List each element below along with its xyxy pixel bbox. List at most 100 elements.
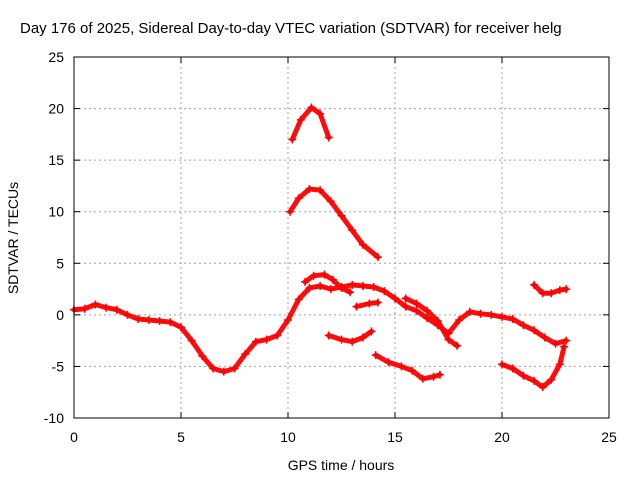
data-point [166, 318, 175, 327]
data-point [435, 370, 444, 379]
data-point [562, 336, 571, 345]
data-point [262, 335, 271, 344]
data-point [305, 284, 314, 292]
data-point [540, 333, 549, 342]
data-point [412, 306, 421, 315]
data-point [358, 282, 367, 290]
data-point [309, 271, 318, 280]
data-point [320, 270, 329, 279]
data-point [530, 280, 539, 289]
data-point [316, 109, 325, 118]
data-point [358, 240, 367, 249]
data-point [286, 207, 295, 216]
data-point [112, 305, 121, 314]
data-point [337, 335, 346, 344]
data-point [498, 312, 506, 321]
data-point [326, 197, 335, 206]
data-point [316, 282, 325, 290]
data-point [324, 133, 333, 142]
data-point [423, 314, 432, 322]
data-point [91, 300, 100, 309]
y-axis-label: SDTVAR / TECUs [5, 182, 21, 294]
data-point [155, 317, 164, 325]
series-main [71, 282, 569, 375]
data-point [294, 295, 303, 304]
data-point [316, 186, 325, 195]
y-tick-label: -5 [52, 358, 65, 374]
data-point [348, 337, 357, 346]
data-point [305, 185, 314, 193]
data-point [352, 302, 361, 311]
x-tick-label: 15 [387, 429, 403, 445]
x-axis-label: GPS time / hours [288, 457, 395, 473]
data-point [337, 284, 346, 292]
data-point [453, 341, 462, 350]
data-point [123, 310, 132, 319]
grid-lines [74, 57, 609, 418]
data-point [547, 289, 556, 298]
y-tick-label: -10 [44, 410, 64, 426]
data-point [380, 287, 389, 296]
data-point [284, 316, 292, 324]
data-point [328, 275, 337, 284]
data-point [367, 327, 376, 336]
y-tick-label: 10 [48, 204, 64, 220]
series-seg-d [499, 344, 567, 390]
x-tick-label: 10 [280, 429, 296, 445]
data-point [476, 309, 485, 318]
data-point [177, 323, 185, 332]
data-point [444, 335, 453, 344]
data-point [365, 299, 374, 308]
data-point [498, 360, 506, 369]
data-point [412, 299, 421, 308]
data-point [296, 115, 305, 124]
data-point [555, 286, 564, 295]
data-point [551, 339, 560, 348]
data-point [455, 316, 464, 324]
data-point [397, 362, 406, 371]
data-layer [70, 103, 571, 392]
series-arc-20 [289, 105, 332, 142]
data-point [371, 351, 380, 360]
data-point [373, 253, 382, 262]
data-point [530, 326, 539, 335]
x-tick-label: 5 [177, 429, 185, 445]
data-point [346, 288, 355, 297]
y-tick-labels: -10 -5 0 5 10 15 20 25 [44, 49, 64, 426]
x-tick-label: 20 [494, 429, 510, 445]
data-point [560, 342, 569, 351]
data-point [324, 331, 333, 340]
data-point [508, 364, 517, 373]
chart-title: Day 176 of 2025, Sidereal Day-to-day VTE… [20, 20, 562, 37]
series-seg-a [326, 328, 374, 345]
data-point [508, 315, 517, 323]
data-point [538, 383, 547, 392]
data-point [198, 352, 207, 361]
data-point [401, 302, 410, 311]
data-point [209, 364, 218, 373]
data-point [348, 280, 357, 289]
data-point [187, 336, 196, 345]
data-point [230, 364, 239, 373]
series-band-2 [403, 295, 460, 349]
series-seg-e [531, 282, 569, 296]
data-point [326, 285, 335, 294]
data-point [401, 294, 410, 303]
data-point [219, 367, 228, 376]
data-point [423, 306, 432, 315]
data-point [429, 372, 438, 381]
y-tick-label: 25 [48, 49, 64, 65]
tick-marks [73, 56, 610, 419]
data-point [487, 310, 496, 319]
data-point [80, 304, 89, 313]
data-point [294, 194, 303, 203]
data-point [465, 307, 474, 316]
data-point [251, 337, 260, 346]
series-arc-12 [287, 186, 381, 260]
data-point [562, 285, 571, 294]
x-tick-label: 0 [70, 429, 78, 445]
data-point [555, 360, 564, 369]
data-point [418, 374, 427, 383]
data-point [384, 358, 393, 367]
data-point [547, 375, 556, 384]
